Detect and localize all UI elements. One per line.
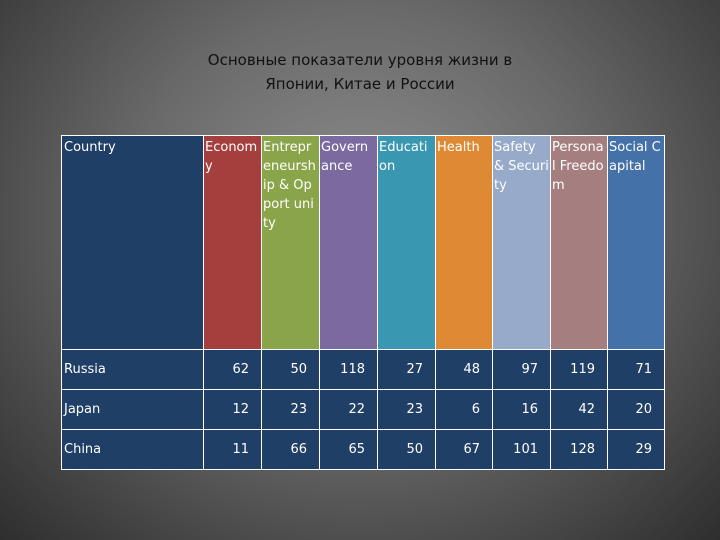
column-header-social-capital: Social Capital [607, 135, 665, 350]
table-row-japan: Japan 12 23 22 23 6 16 42 20 [61, 389, 665, 430]
table-row-china: China 11 66 65 50 67 101 128 29 [61, 429, 665, 470]
table-cell: 27 [377, 349, 436, 390]
title-line-2: Японии, Китае и России [265, 75, 455, 93]
table-cell: 97 [492, 349, 551, 390]
table-cell: 29 [607, 429, 665, 470]
table-cell: 48 [435, 349, 493, 390]
table-cell: 12 [203, 389, 262, 430]
column-header-personal-freedom: Persona l Freedo m [550, 135, 608, 350]
table-cell: 128 [550, 429, 608, 470]
country-header: Country [61, 135, 204, 350]
row-country: Japan [61, 389, 204, 430]
table-cell: 6 [435, 389, 493, 430]
table-cell: 23 [377, 389, 436, 430]
slide-title: Основные показатели уровня жизни в Япони… [140, 48, 580, 96]
table-cell: 118 [319, 349, 378, 390]
column-header-entrepreneurship: Entrepr eneursh ip & Opport unity [261, 135, 320, 350]
table-cell: 62 [203, 349, 262, 390]
table-cell: 11 [203, 429, 262, 470]
table-cell: 16 [492, 389, 551, 430]
table-cell: 119 [550, 349, 608, 390]
column-header-governance: Govern ance [319, 135, 378, 350]
living-standards-table: Country Econom y Entrepr eneursh ip & Op… [61, 135, 665, 470]
table-cell: 23 [261, 389, 320, 430]
column-header-economy: Econom y [203, 135, 262, 350]
row-country: China [61, 429, 204, 470]
table-cell: 65 [319, 429, 378, 470]
table-cell: 42 [550, 389, 608, 430]
header-row: Country Econom y Entrepr eneursh ip & Op… [61, 135, 665, 350]
table-cell: 101 [492, 429, 551, 470]
column-header-health: Health [435, 135, 493, 350]
table-cell: 50 [377, 429, 436, 470]
table-cell: 50 [261, 349, 320, 390]
title-line-1: Основные показатели уровня жизни в [207, 51, 513, 69]
row-country: Russia [61, 349, 204, 390]
table-cell: 67 [435, 429, 493, 470]
table-row-russia: Russia 62 50 118 27 48 97 119 71 [61, 349, 665, 390]
table-cell: 22 [319, 389, 378, 430]
table-cell: 66 [261, 429, 320, 470]
table-cell: 71 [607, 349, 665, 390]
table-cell: 20 [607, 389, 665, 430]
column-header-education: Educati on [377, 135, 436, 350]
column-header-safety-security: Safety & Security [492, 135, 551, 350]
